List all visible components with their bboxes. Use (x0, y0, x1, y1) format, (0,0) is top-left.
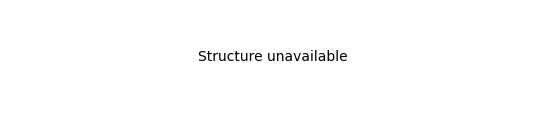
Text: Structure unavailable: Structure unavailable (198, 50, 348, 63)
